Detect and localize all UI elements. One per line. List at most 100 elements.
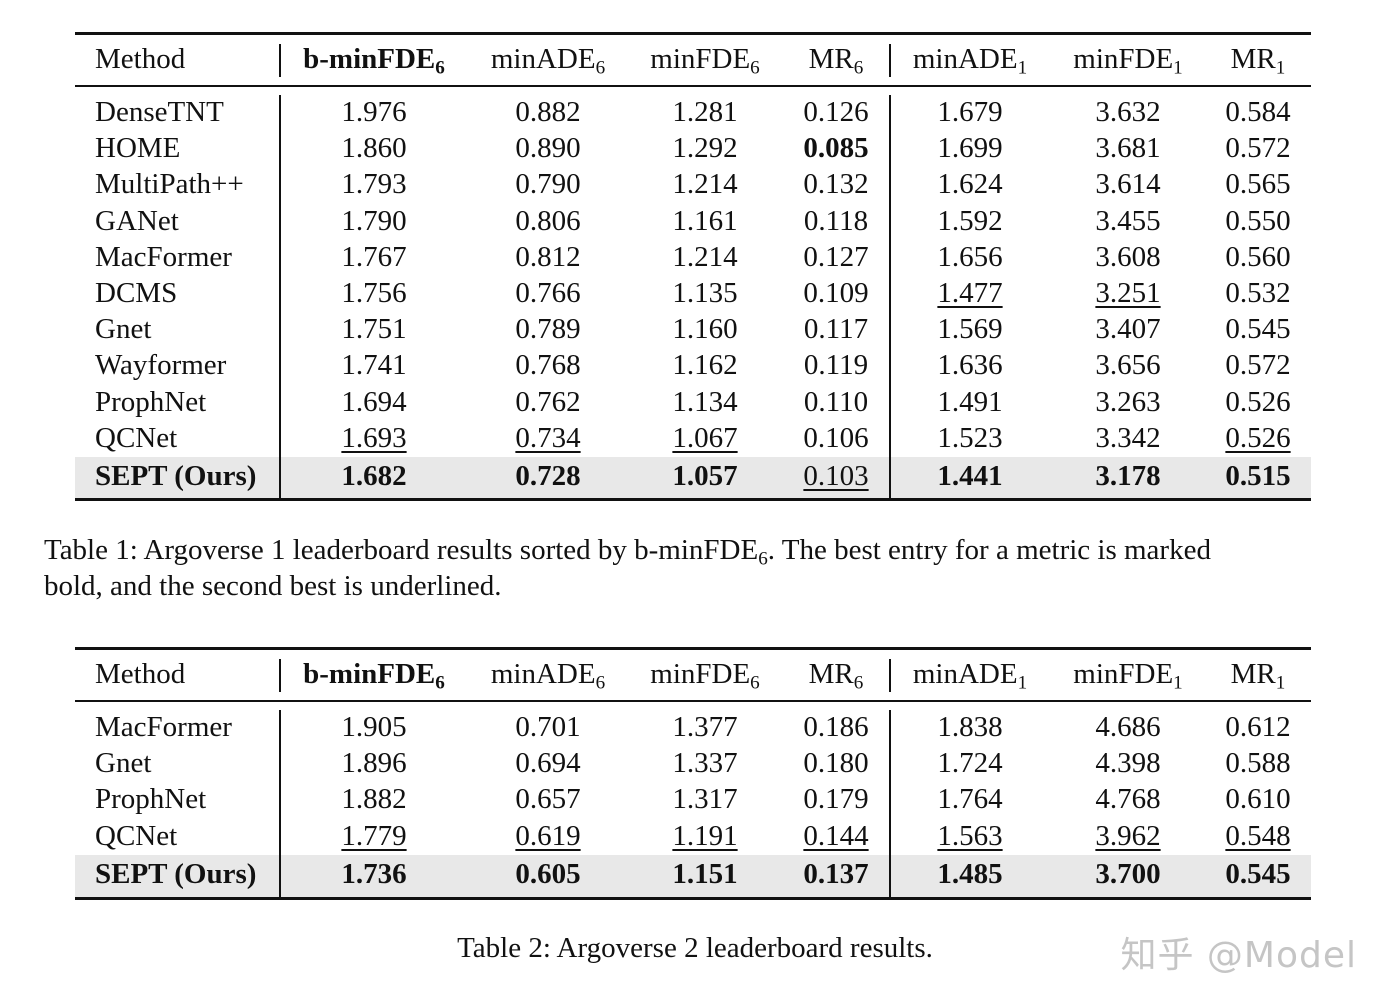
table-cell: 0.550 — [1188, 203, 1328, 239]
cell-value: 3.178 — [1095, 460, 1161, 492]
table-cell: 0.180 — [766, 745, 906, 781]
cell-value: 0.103 — [803, 460, 869, 492]
table-cell: 0.619 — [478, 818, 618, 854]
cell-value: 0.085 — [803, 132, 869, 165]
cell-value: 1.767 — [341, 240, 407, 273]
table-cell: 0.789 — [478, 311, 618, 347]
column-header-label: MR — [1230, 43, 1276, 75]
cell-value: 1.151 — [672, 857, 738, 890]
cell-value: 1.905 — [341, 711, 407, 743]
row-method: Gnet — [95, 747, 152, 780]
cell-value: 3.263 — [1095, 385, 1161, 418]
column-header-subscript: 6 — [853, 57, 864, 79]
cell-value: 0.106 — [803, 421, 869, 454]
table-cell: 1.161 — [635, 203, 775, 239]
cell-value: 0.734 — [515, 421, 581, 454]
cell-value: 1.976 — [341, 96, 407, 128]
cell-value: 3.251 — [1095, 277, 1161, 309]
cell-value: 0.789 — [515, 313, 581, 346]
column-header-label: minADE — [912, 43, 1018, 75]
table-cell: 1.751 — [304, 311, 444, 347]
cell-value: 0.728 — [515, 460, 581, 492]
table-cell: 0.118 — [766, 203, 906, 239]
table-cell: 0.572 — [1188, 347, 1328, 383]
table-cell: 0.701 — [478, 709, 618, 745]
cell-value: 1.214 — [672, 240, 738, 273]
table-cell: 1.214 — [635, 239, 775, 275]
cell-value: 0.144 — [803, 819, 869, 852]
cell-value: 0.790 — [515, 168, 581, 201]
table-cell: 0.548 — [1188, 818, 1328, 854]
table-cell: 0.768 — [478, 347, 618, 383]
table-cell: 1.976 — [304, 94, 444, 130]
cell-value: 0.560 — [1225, 240, 1291, 273]
table-cell: 1.860 — [304, 130, 444, 166]
column-header: MR6 — [756, 656, 916, 692]
table-cell: 1.724 — [900, 745, 1040, 781]
cell-value: 1.563 — [937, 819, 1003, 852]
row-method: ProphNet — [95, 385, 207, 418]
table-cell: 3.614 — [1058, 166, 1198, 202]
column-header-subscript: 6 — [595, 672, 606, 694]
table-cell: 1.693 — [304, 420, 444, 456]
table-cell: 1.896 — [304, 745, 444, 781]
column-header-subscript: 6 — [750, 57, 760, 79]
column-header: Method — [95, 41, 185, 77]
column-header-label: minADE — [490, 658, 596, 690]
cell-value: 0.526 — [1225, 385, 1291, 418]
cell-value: 1.751 — [341, 313, 407, 346]
table-cell: 3.962 — [1058, 818, 1198, 854]
table-cell: 1.656 — [900, 239, 1040, 275]
table-cell: 0.610 — [1188, 781, 1328, 817]
cell-value: 0.545 — [1225, 857, 1291, 890]
cell-value: 1.161 — [672, 204, 738, 237]
column-header-label: b-minFDE — [303, 658, 436, 690]
table1-caption-prefix: Table 1: Argoverse 1 leaderboard results… — [44, 534, 759, 566]
table-cell: 0.588 — [1188, 745, 1328, 781]
cell-value: 0.882 — [515, 96, 581, 128]
table-cell: 1.679 — [900, 94, 1040, 130]
cell-value: 1.491 — [937, 385, 1003, 418]
row-method: Gnet — [95, 313, 152, 346]
table-cell: 0.812 — [478, 239, 618, 275]
table-cell: 1.067 — [635, 420, 775, 456]
cell-value: 1.592 — [937, 204, 1003, 237]
column-header-subscript: 1 — [1017, 672, 1028, 694]
cell-value: 1.214 — [672, 168, 738, 201]
table-cell: 0.584 — [1188, 94, 1328, 130]
cell-value: 3.700 — [1095, 857, 1161, 890]
table-cell: 0.179 — [766, 781, 906, 817]
cell-value: 3.656 — [1095, 349, 1161, 382]
cell-value: 0.612 — [1225, 711, 1291, 743]
table-cell: 1.523 — [900, 420, 1040, 456]
table-cell: 4.768 — [1058, 781, 1198, 817]
table-cell: 3.407 — [1058, 311, 1198, 347]
table-argoverse-2: Method b-minFDE6 minADE6 minFDE6 MR6 minADE1 m… — [75, 647, 1311, 902]
table-cell: 1.756 — [304, 275, 444, 311]
cell-value: 0.132 — [803, 168, 869, 201]
table-cell: 3.656 — [1058, 347, 1198, 383]
cell-value: 0.126 — [803, 96, 869, 128]
column-header-subscript: 1 — [1275, 57, 1286, 79]
column-header-label: minADE — [490, 43, 596, 75]
column-header-subscript: 6 — [750, 672, 760, 694]
table1-caption: Table 1: Argoverse 1 leaderboard results… — [44, 532, 1364, 604]
table-cell: 1.905 — [304, 709, 444, 745]
cell-value: 1.057 — [672, 460, 738, 492]
cell-value: 0.127 — [803, 240, 869, 273]
row-method: MacFormer — [95, 711, 232, 743]
cell-value: 0.890 — [515, 132, 581, 165]
cell-value: 1.693 — [341, 421, 407, 454]
table-cell: 0.137 — [766, 856, 906, 892]
column-header-label: b-minFDE — [303, 43, 436, 75]
cell-value: 3.342 — [1095, 421, 1161, 454]
column-header: minFDE1 — [1048, 656, 1208, 692]
row-method: QCNet — [95, 819, 178, 852]
column-header-subscript: 1 — [1173, 57, 1183, 79]
column-header-label: MR — [808, 658, 854, 690]
cell-value: 0.186 — [803, 711, 869, 743]
cell-value: 0.545 — [1225, 313, 1291, 346]
cell-value: 0.180 — [803, 747, 869, 780]
cell-value: 0.762 — [515, 385, 581, 418]
cell-value: 0.572 — [1225, 132, 1291, 165]
